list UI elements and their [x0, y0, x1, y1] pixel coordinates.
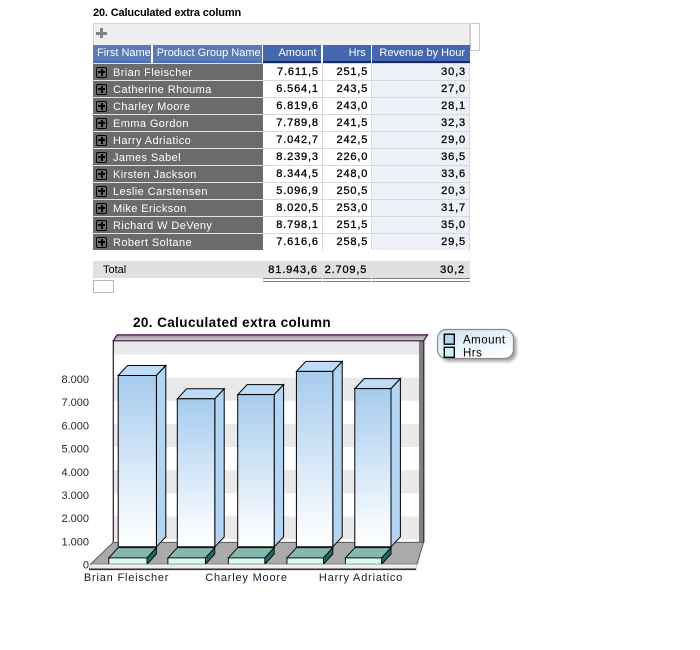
svg-text:3.000: 3.000 — [61, 490, 89, 502]
svg-text:2.000: 2.000 — [61, 513, 89, 525]
svg-text:Brian Fleischer: Brian Fleischer — [84, 572, 169, 584]
svg-text:6.000: 6.000 — [61, 420, 89, 432]
svg-text:Amount: Amount — [463, 334, 506, 346]
svg-text:Harry Adriatico: Harry Adriatico — [319, 572, 403, 584]
svg-text:7.000: 7.000 — [61, 397, 89, 409]
svg-text:0: 0 — [83, 560, 89, 572]
svg-text:Charley Moore: Charley Moore — [205, 572, 288, 584]
svg-text:5.000: 5.000 — [61, 444, 89, 456]
svg-text:1.000: 1.000 — [61, 536, 89, 548]
svg-text:Hrs: Hrs — [463, 347, 482, 359]
svg-text:4.000: 4.000 — [61, 467, 89, 479]
svg-text:20. Caluculated extra column: 20. Caluculated extra column — [133, 315, 331, 330]
svg-text:8.000: 8.000 — [61, 374, 89, 386]
